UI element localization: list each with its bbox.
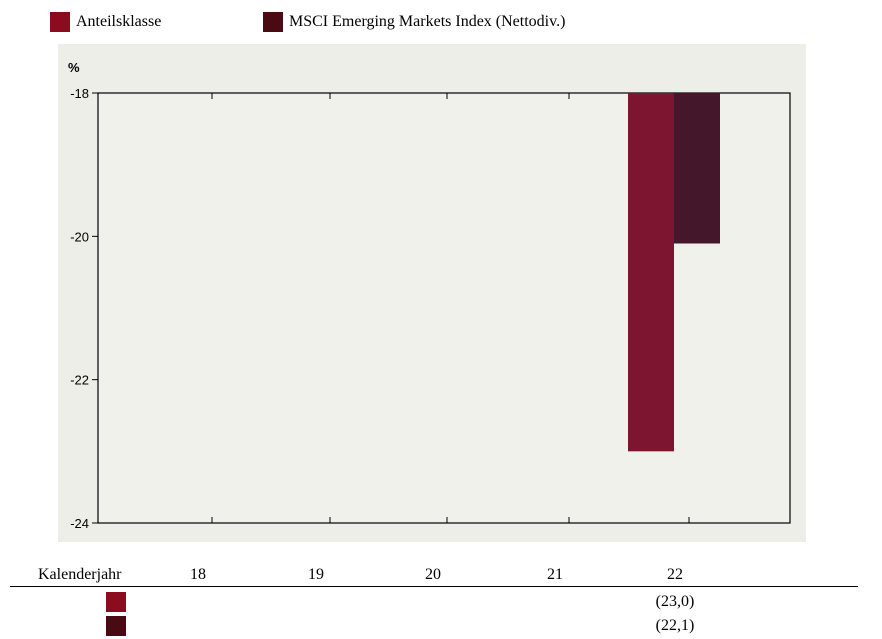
data-table: Kalenderjahr 18 19 20 21 22 (23,0) (22,1) (0, 560, 882, 639)
table-cell: (22,1) (635, 617, 715, 635)
y-tick-label: -20 (70, 229, 89, 244)
bar-share-class-22 (628, 93, 674, 451)
y-tick-label: -18 (70, 86, 89, 101)
y-tick-label: -22 (70, 373, 89, 388)
table-header-label: Kalenderjahr (38, 566, 122, 584)
table-divider (10, 586, 858, 587)
table-row-swatch (106, 592, 126, 612)
table-column-header: 18 (178, 566, 218, 584)
bar-chart: % -18 -20 -22 -24 (0, 0, 882, 545)
y-axis-label: % (68, 60, 80, 75)
table-row-swatch (106, 616, 126, 636)
table-column-header: 22 (655, 566, 695, 584)
y-tick-label: -24 (70, 516, 89, 531)
table-column-header: 21 (535, 566, 575, 584)
bar-index-22 (674, 93, 720, 244)
table-column-header: 19 (296, 566, 336, 584)
table-column-header: 20 (413, 566, 453, 584)
table-cell: (23,0) (635, 593, 715, 611)
